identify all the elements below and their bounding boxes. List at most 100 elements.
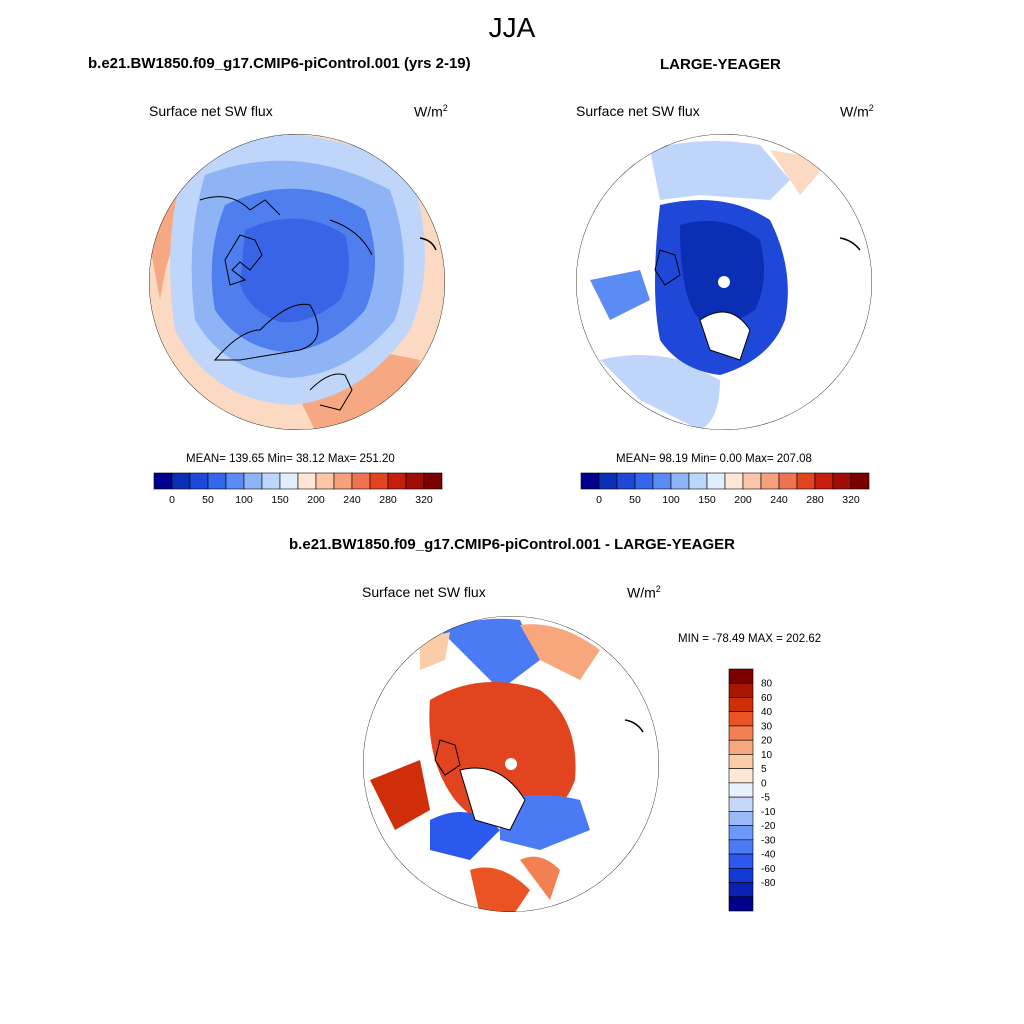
colorbar-2-tick-label: 280 bbox=[806, 494, 824, 506]
colorbar-1-tick-label: 150 bbox=[271, 494, 289, 506]
colorbar-1-tick-label: 0 bbox=[169, 494, 175, 506]
panel2-title: LARGE-YEAGER bbox=[660, 56, 781, 73]
map3-coast-archipelago bbox=[434, 739, 461, 776]
colorbar-1-swatch bbox=[189, 472, 209, 490]
map2-fill-baffin bbox=[590, 270, 650, 320]
colorbar-2: 0 50 100 150 200 240 280 320 bbox=[580, 472, 870, 506]
colorbar-1-swatch bbox=[423, 472, 443, 490]
map3-fill-labrador bbox=[430, 812, 500, 860]
colorbar-3-tick-label: 10 bbox=[761, 750, 773, 761]
colorbar-2-swatch bbox=[778, 472, 798, 490]
colorbar-1-swatch bbox=[369, 472, 389, 490]
colorbar-2-swatch bbox=[652, 472, 672, 490]
colorbar-3-tick-label: 30 bbox=[761, 721, 773, 732]
map1-coast-archipelago bbox=[224, 234, 263, 286]
colorbar-3-swatch bbox=[728, 782, 754, 798]
colorbar-3-swatch bbox=[728, 839, 754, 855]
map3-greenland bbox=[459, 767, 526, 831]
map2-fill-pacific bbox=[650, 141, 790, 200]
colorbar-3-swatch bbox=[728, 754, 754, 769]
colorbar-2-swatch bbox=[814, 472, 834, 490]
colorbar-3-tick-label: -60 bbox=[761, 864, 776, 875]
map1-coast-siberia bbox=[329, 219, 373, 256]
panel2-units: W/m2 bbox=[840, 103, 874, 120]
colorbar-3-swatch bbox=[728, 697, 754, 713]
colorbar-1-tick-label: 100 bbox=[235, 494, 253, 506]
figure-title: JJA bbox=[488, 12, 536, 43]
colorbar-1-tick-label: 50 bbox=[202, 494, 214, 506]
colorbar-3-swatch bbox=[728, 668, 754, 684]
colorbar-3-tick-label: -40 bbox=[761, 850, 776, 861]
colorbar-2-swatch bbox=[742, 472, 762, 490]
colorbar-2-swatch bbox=[760, 472, 780, 490]
map1-coast-alaska bbox=[199, 196, 281, 216]
colorbar-2-swatch bbox=[580, 472, 600, 490]
colorbar-3: 80 60 40 30 20 10 5 0 -5 -10 -20 -30 -40 -60 -80 bbox=[728, 668, 776, 912]
colorbar-2-tick-label: 200 bbox=[734, 494, 752, 506]
colorbar-2-swatch bbox=[796, 472, 816, 490]
colorbar-3-tick-label: 40 bbox=[761, 707, 773, 718]
map2-coast-hudson bbox=[839, 237, 861, 251]
colorbar-2-tick-label: 50 bbox=[629, 494, 641, 506]
colorbar-3-swatch bbox=[728, 853, 754, 869]
map3-fill-norway bbox=[520, 856, 560, 900]
colorbar-1-swatch bbox=[333, 472, 353, 490]
colorbar-1-swatch bbox=[153, 472, 173, 490]
map3-coast-hudson bbox=[624, 719, 644, 733]
map2-fill-atlantic bbox=[600, 355, 720, 430]
colorbar-1-swatch bbox=[279, 472, 299, 490]
panel1-stats: MEAN= 139.65 Min= 38.12 Max= 251.20 bbox=[186, 453, 395, 465]
colorbar-3-tick-label: -30 bbox=[761, 835, 776, 846]
colorbar-2-tick-label: 150 bbox=[698, 494, 716, 506]
colorbar-3-swatch bbox=[728, 896, 754, 912]
colorbar-3-tick-label: -20 bbox=[761, 821, 776, 832]
map1 bbox=[149, 134, 445, 430]
map3 bbox=[363, 616, 659, 912]
colorbar-1: 0 50 100 150 200 240 280 320 bbox=[153, 472, 443, 506]
colorbar-3-tick-label: -80 bbox=[761, 878, 776, 889]
colorbar-3-swatch bbox=[728, 796, 754, 812]
colorbar-1-swatch bbox=[261, 472, 281, 490]
map2-greenland bbox=[699, 311, 751, 361]
colorbar-3-tick-label: 60 bbox=[761, 693, 773, 704]
colorbar-2-tick-label: 320 bbox=[842, 494, 860, 506]
colorbar-1-tick-label: 320 bbox=[415, 494, 433, 506]
colorbar-3-tick-label: -5 bbox=[761, 793, 770, 804]
map3-fill-baffin bbox=[370, 760, 430, 830]
colorbar-3-swatch bbox=[728, 739, 754, 755]
colorbar-2-tick-label: 0 bbox=[596, 494, 602, 506]
map2-pole-hole bbox=[718, 276, 730, 288]
map3-fill-arctic-positive bbox=[429, 682, 576, 830]
colorbar-3-swatch bbox=[728, 725, 754, 741]
colorbar-1-swatch bbox=[405, 472, 425, 490]
panel1-units: W/m2 bbox=[414, 103, 448, 120]
map1-coast-scandinavia bbox=[309, 373, 353, 411]
panel3-variable: Surface net SW flux bbox=[362, 584, 486, 600]
panel2-stats: MEAN= 98.19 Min= 0.00 Max= 207.08 bbox=[616, 453, 812, 465]
map3-fill-bering bbox=[440, 618, 540, 690]
colorbar-1-tick-label: 240 bbox=[343, 494, 361, 506]
colorbar-2-swatch bbox=[688, 472, 708, 490]
map3-fill-nordic bbox=[500, 795, 590, 850]
colorbar-3-swatch bbox=[728, 825, 754, 841]
colorbar-2-tick-label: 100 bbox=[662, 494, 680, 506]
colorbar-1-swatch bbox=[387, 472, 407, 490]
map1-coast-greenland bbox=[213, 303, 319, 361]
map3-fill-pacific bbox=[520, 624, 600, 680]
colorbar-3-tick-label: 5 bbox=[761, 764, 767, 775]
colorbar-3-swatch bbox=[728, 768, 754, 784]
panel3-title: b.e21.BW1850.f09_g17.CMIP6-piControl.001… bbox=[289, 536, 735, 553]
map2-coast-archipelago bbox=[654, 249, 681, 286]
colorbar-1-swatch bbox=[351, 472, 371, 490]
colorbar-2-swatch bbox=[670, 472, 690, 490]
colorbar-2-swatch bbox=[706, 472, 726, 490]
panel2-variable: Surface net SW flux bbox=[576, 103, 700, 119]
map1-coast-hudson bbox=[419, 237, 437, 251]
colorbar-2-swatch bbox=[598, 472, 618, 490]
colorbar-3-tick-label: 0 bbox=[761, 778, 767, 789]
colorbar-3-tick-label: 20 bbox=[761, 736, 773, 747]
colorbar-1-swatch bbox=[297, 472, 317, 490]
map1-fill-darkest bbox=[240, 218, 349, 323]
colorbar-3-swatch bbox=[728, 867, 754, 883]
